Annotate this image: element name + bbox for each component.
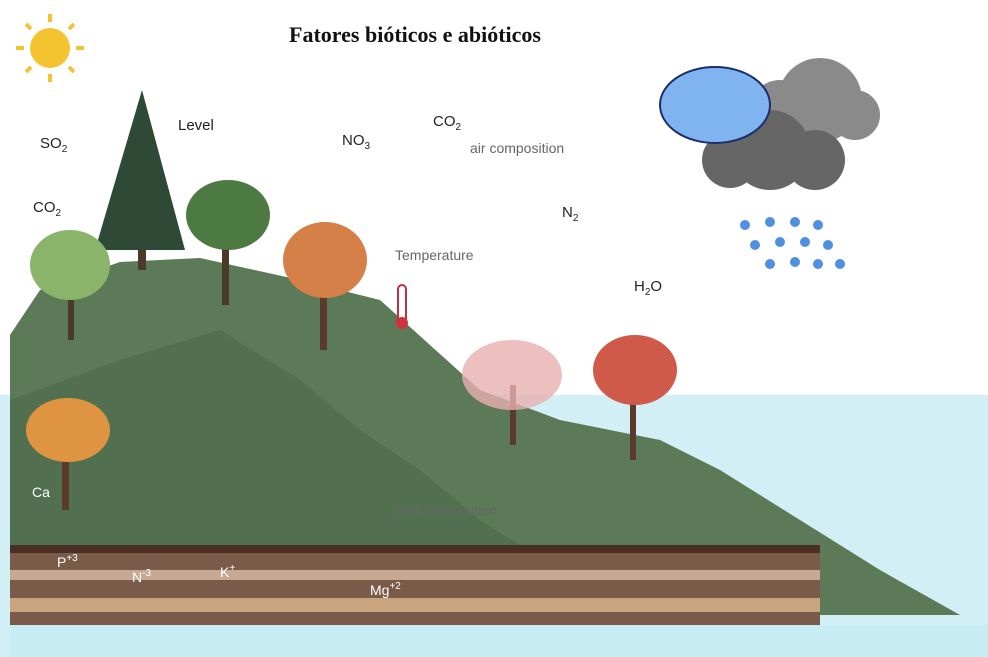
label-sup: + (229, 563, 235, 574)
label: NO3 (342, 132, 371, 152)
water-bottom (10, 625, 988, 657)
label-main: SO (40, 135, 62, 152)
label-main: CO (433, 113, 456, 130)
label-main: NO (342, 132, 365, 149)
label-main: N (562, 204, 573, 221)
label-sub: 2 (62, 144, 68, 155)
sun (16, 14, 84, 82)
label-main: Temperature (395, 247, 474, 263)
label-main: Ca (32, 484, 50, 500)
label-tail: O (650, 278, 662, 295)
thermometer (396, 285, 408, 329)
label-main: N (132, 569, 142, 585)
label: N2 (562, 204, 579, 224)
soil (10, 545, 820, 625)
label-main: H (634, 278, 645, 295)
label: Level (178, 117, 214, 134)
label-sup: +3 (66, 553, 78, 564)
label-sub: 3 (365, 141, 371, 152)
clouds (660, 58, 880, 190)
label-main: Mg (370, 582, 389, 598)
soil-band (10, 598, 820, 612)
label: Temperature (395, 247, 474, 263)
label: CO2 (433, 113, 462, 133)
label-sup: -3 (142, 568, 151, 579)
label: Ca (32, 484, 50, 500)
title: Fatores bióticos e abióticos (289, 22, 541, 47)
label: air composition (470, 140, 564, 156)
label: SO2 (40, 135, 68, 155)
label-sub: 2 (573, 213, 579, 224)
label-main: air composition (470, 140, 564, 156)
label-main: Level (178, 117, 214, 134)
label-sub: 2 (56, 208, 62, 219)
label-sup: +2 (389, 581, 401, 592)
label: Soil composition (395, 502, 497, 518)
label-main: CO (33, 199, 56, 216)
ecosystem-illustration: Fatores bióticos e abióticos SO2LevelNO3… (0, 0, 988, 657)
soil-top (10, 545, 820, 553)
label-main: P (57, 554, 66, 570)
label-main: Soil composition (395, 502, 497, 518)
label: H2O (634, 278, 662, 298)
label: CO2 (33, 199, 62, 219)
label-sub: 2 (456, 122, 462, 133)
rain (740, 217, 845, 269)
